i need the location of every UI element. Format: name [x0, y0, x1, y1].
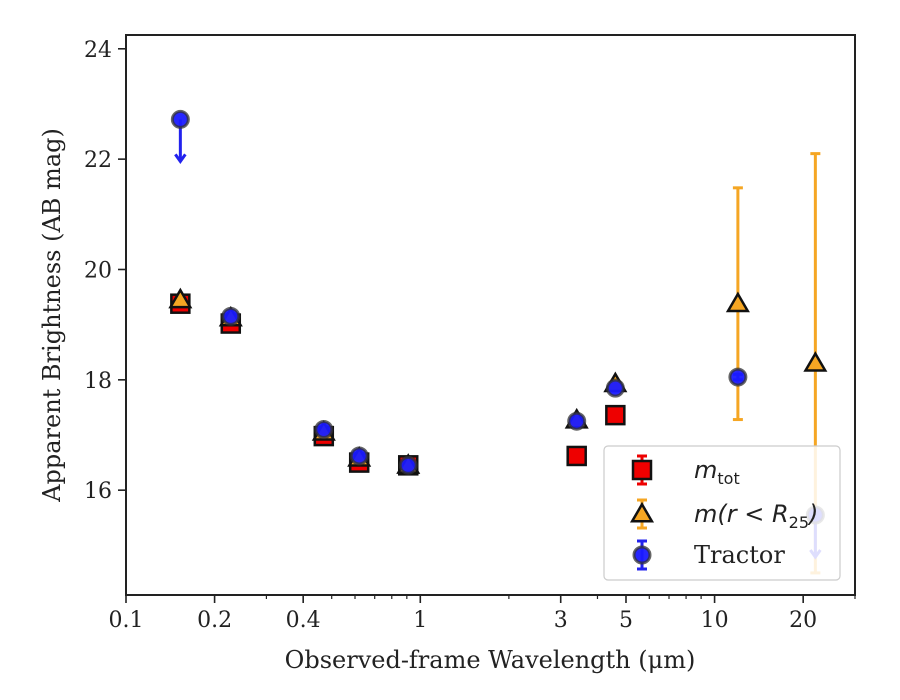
- tractor-point: [398, 455, 418, 475]
- x-tick-label: 0.2: [197, 608, 232, 633]
- mr25-point: [803, 351, 828, 372]
- tractor-point: [314, 419, 334, 439]
- mtot-point: [566, 445, 587, 467]
- mtot-point: [605, 404, 626, 426]
- legend-marker: [629, 501, 655, 523]
- y-tick-label: 16: [84, 479, 112, 504]
- y-tick-label: 24: [84, 38, 112, 63]
- tractor-point: [567, 411, 587, 431]
- tractor-point-upper-limit-head: [174, 153, 187, 164]
- data-markers: [168, 109, 828, 575]
- y-tick-label: 20: [84, 258, 112, 283]
- plot-frame: [125, 34, 856, 596]
- tractor-point: [605, 378, 625, 398]
- y-tick-label: 18: [84, 369, 112, 394]
- tractor-point: [349, 446, 369, 466]
- x-tick-label: 0.1: [109, 608, 144, 633]
- x-tick-label: 0.4: [286, 608, 321, 633]
- tractor-point: [728, 367, 748, 387]
- tractor-point: [221, 306, 241, 326]
- legend-marker: [632, 545, 652, 565]
- x-tick-label: 10: [701, 608, 729, 633]
- x-tick-label: 20: [789, 608, 817, 633]
- legend-label: mtot: [694, 456, 740, 488]
- tractor-point: [170, 109, 190, 129]
- y-axis-label: Apparent Brightness (AB mag): [38, 128, 66, 503]
- x-axis: 0.1 0.2 0.4 1 3 5 10 20: [109, 595, 856, 633]
- legend-label: m(r < R25): [694, 500, 818, 532]
- legend-box: [603, 445, 841, 581]
- legend-label: Tractor: [694, 541, 785, 569]
- x-tick-label: 5: [619, 608, 633, 633]
- legend-marker: [631, 459, 653, 481]
- mr25-point: [725, 291, 750, 313]
- mr25-point: [168, 287, 193, 309]
- x-tick-label: 3: [554, 608, 568, 633]
- y-tick-label: 22: [84, 148, 112, 173]
- x-axis-label: Observed-frame Wavelength (μm): [285, 646, 696, 674]
- y-axis: 16 18 20 22 24: [84, 38, 126, 504]
- x-tick-label: 1: [413, 608, 427, 633]
- legend: mtot m(r < R25) Tractor: [603, 445, 841, 581]
